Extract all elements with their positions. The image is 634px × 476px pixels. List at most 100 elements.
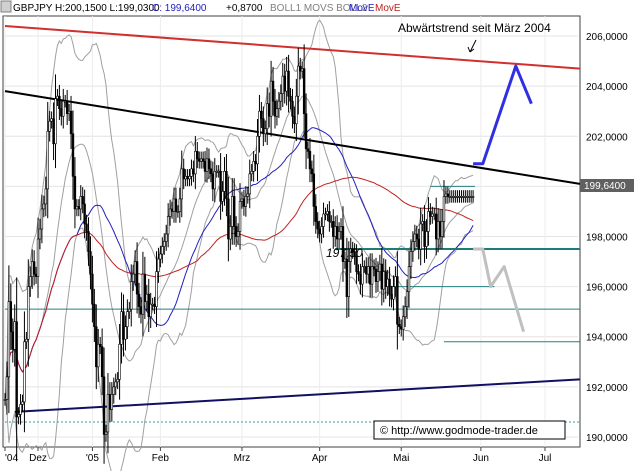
candle-body xyxy=(314,206,317,222)
candle-body xyxy=(198,158,201,162)
candle-body xyxy=(326,211,329,215)
candle-body xyxy=(359,273,362,285)
candle-body xyxy=(293,115,296,125)
candle-body xyxy=(23,341,26,403)
candle-body xyxy=(370,266,374,285)
candle-body xyxy=(223,171,226,192)
candle-body xyxy=(40,208,44,230)
candle-body xyxy=(139,306,143,315)
candle-body xyxy=(273,100,277,117)
candle-body xyxy=(30,261,34,277)
candle-body xyxy=(176,211,180,213)
candle-body xyxy=(355,256,358,272)
plot-frame xyxy=(2,15,581,448)
candle-body xyxy=(219,171,222,202)
candles xyxy=(3,44,475,464)
candle-body xyxy=(188,176,191,180)
candle-body xyxy=(58,95,61,110)
candle-body xyxy=(262,118,265,135)
candle-body xyxy=(135,261,139,295)
candle-body xyxy=(155,271,158,307)
x-tick-label: Apr xyxy=(312,453,328,464)
candle-body xyxy=(110,394,114,410)
y-tick-label: 190,0000 xyxy=(586,433,628,444)
candle-body xyxy=(300,68,304,72)
boll-lower xyxy=(4,129,474,476)
candle-body xyxy=(357,271,360,275)
x-tick-label: Jun xyxy=(473,453,489,464)
candle-body xyxy=(81,196,84,205)
x-tick-label: Mai xyxy=(393,453,409,464)
symbol-line: GBPJPY H:200,1500 L:199,0300 xyxy=(13,3,160,14)
candle-body xyxy=(5,376,9,400)
candle-body xyxy=(433,213,436,216)
candle-body xyxy=(469,196,473,198)
candle-body xyxy=(50,118,53,122)
candle-body xyxy=(32,261,36,275)
price-tag-label: 199,6400 xyxy=(584,181,626,192)
candle-body xyxy=(201,158,205,162)
projections xyxy=(473,64,533,333)
candle-body xyxy=(151,303,154,306)
candle-body xyxy=(168,208,172,217)
candle-body xyxy=(458,196,461,198)
candle-body xyxy=(199,158,203,162)
candle-body xyxy=(332,221,335,237)
candle-body xyxy=(429,211,432,217)
candle-body xyxy=(36,238,40,277)
candle-body xyxy=(363,266,366,268)
candle-body xyxy=(266,103,269,130)
candle-body xyxy=(48,120,51,132)
candle-body xyxy=(413,233,417,242)
candle-body xyxy=(64,100,67,103)
candle-body xyxy=(254,161,257,165)
candle-body xyxy=(13,321,16,350)
candle-body xyxy=(427,211,430,232)
candle-body xyxy=(130,281,133,310)
candle-body xyxy=(267,103,271,117)
candle-body xyxy=(79,196,82,210)
candle-body xyxy=(161,246,164,255)
candle-body xyxy=(258,110,261,137)
candle-body xyxy=(464,196,467,198)
candle-body xyxy=(269,80,273,117)
y-tick-label: 202,0000 xyxy=(586,132,628,143)
candle-body xyxy=(9,301,13,333)
candle-body xyxy=(93,303,96,328)
candle-body xyxy=(165,233,168,242)
candle-body xyxy=(172,198,176,212)
candle-body xyxy=(7,301,11,378)
candle-body xyxy=(240,198,244,202)
candle-body xyxy=(396,276,399,325)
candle-body xyxy=(401,316,405,330)
candle-body xyxy=(335,226,339,240)
candle-body xyxy=(306,148,310,152)
copyright-label[interactable]: © http://www.godmode-trader.de xyxy=(380,425,538,437)
candle-body xyxy=(100,346,104,378)
y-tick-label: 194,0000 xyxy=(586,333,628,344)
trendline-resistance xyxy=(4,25,581,70)
candle-body xyxy=(54,98,57,145)
x-tick-label: Feb xyxy=(152,453,170,464)
candle-body xyxy=(419,223,422,250)
candle-body xyxy=(44,188,47,205)
candle-body xyxy=(112,386,115,395)
settings-icon[interactable] xyxy=(0,0,12,13)
candle-body xyxy=(209,168,213,175)
candle-body xyxy=(436,221,440,240)
candle-body xyxy=(73,176,77,210)
candle-body xyxy=(289,95,292,102)
candle-body xyxy=(316,221,319,230)
ma-blue xyxy=(4,127,474,400)
candle-body xyxy=(462,196,465,198)
horizontal-levels xyxy=(5,185,580,423)
candle-body xyxy=(405,291,409,307)
candle-body xyxy=(122,311,125,340)
candle-body xyxy=(3,399,7,401)
candle-body xyxy=(376,271,380,282)
candle-body xyxy=(159,253,162,260)
candle-body xyxy=(421,221,424,225)
grid xyxy=(4,16,578,447)
y-tick-label: 204,0000 xyxy=(586,82,628,93)
candle-body xyxy=(182,168,185,180)
